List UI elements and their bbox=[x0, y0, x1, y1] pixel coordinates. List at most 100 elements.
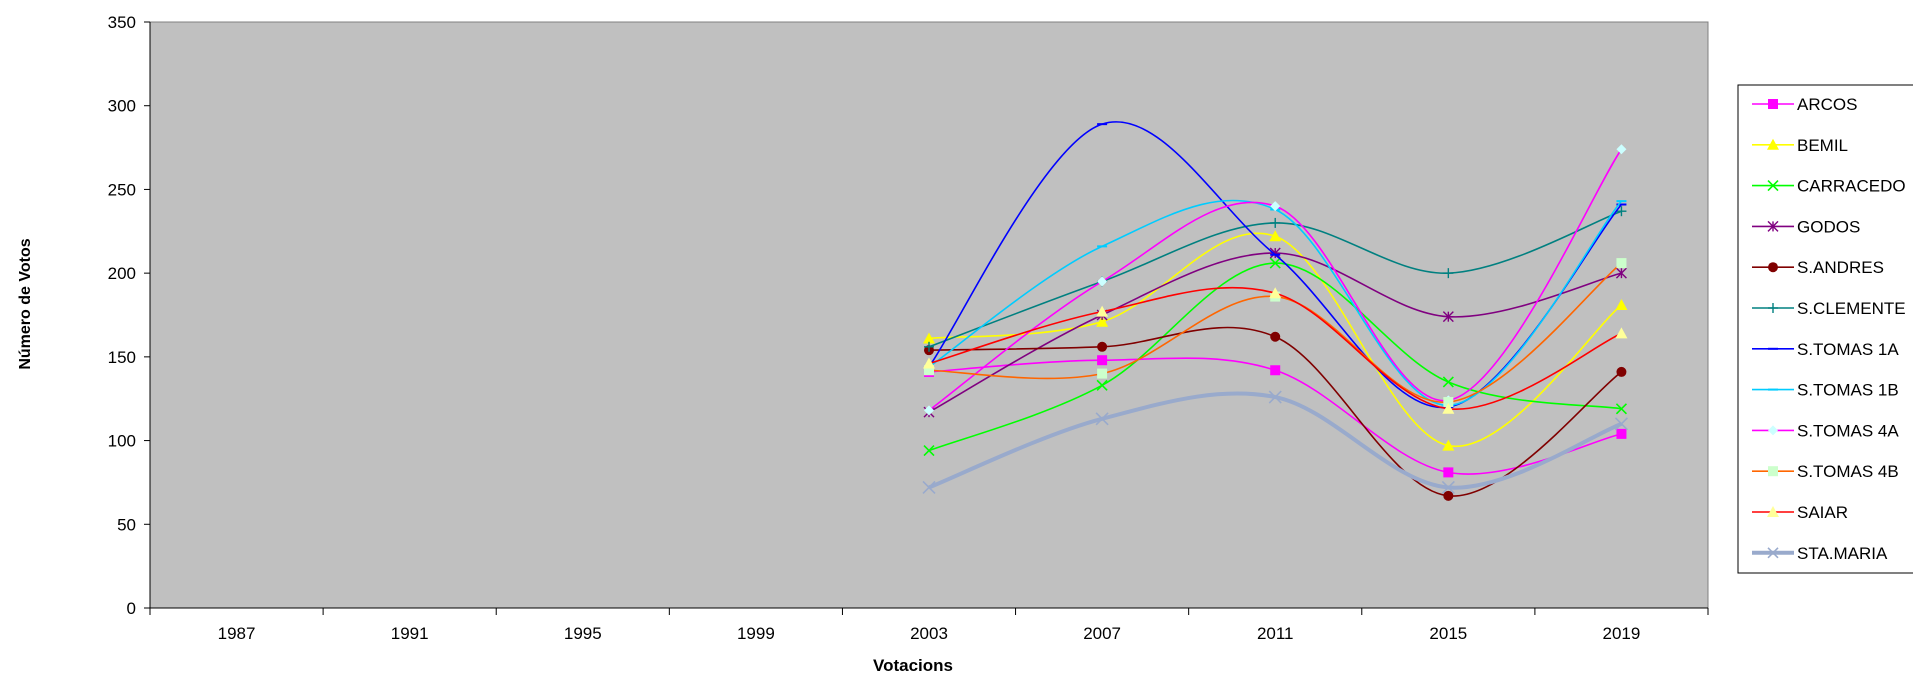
legend-label: STA.MARIA bbox=[1797, 544, 1888, 563]
series-saiar bbox=[923, 286, 1628, 414]
series-marker bbox=[1096, 315, 1109, 327]
series-line bbox=[928, 232, 1622, 447]
series-marker bbox=[1097, 355, 1108, 366]
series-marker bbox=[924, 365, 934, 376]
series-marker bbox=[1616, 206, 1627, 217]
series-bemil bbox=[923, 230, 1628, 451]
legend-item: CARRACEDO bbox=[1752, 177, 1906, 196]
y-tick-label: 100 bbox=[108, 432, 136, 451]
x-axis-title: Votacions bbox=[873, 656, 953, 675]
legend-item: S.CLEMENTE bbox=[1752, 299, 1906, 318]
series-marker bbox=[1443, 268, 1454, 279]
legend-label: ARCOS bbox=[1797, 95, 1857, 114]
series-marker bbox=[1615, 327, 1628, 339]
series-marker bbox=[1768, 99, 1778, 109]
x-tick-label: 1999 bbox=[737, 624, 775, 643]
series-marker bbox=[1096, 379, 1108, 391]
series-marker bbox=[1268, 390, 1282, 404]
legend-item: S.TOMAS 1A bbox=[1752, 340, 1899, 359]
series-line bbox=[928, 199, 1623, 407]
series-marker bbox=[1270, 217, 1281, 228]
series-marker bbox=[1442, 402, 1455, 414]
x-tick-label: 2011 bbox=[1257, 624, 1294, 643]
series-marker bbox=[1269, 287, 1282, 299]
series-marker bbox=[1616, 258, 1627, 269]
series-marker bbox=[1097, 276, 1108, 287]
y-tick-label: 200 bbox=[108, 264, 136, 283]
series-marker bbox=[1269, 230, 1282, 242]
legend: ARCOS BEMIL CARRACEDO GODOS S.ANDRES S.CLEMEN… bbox=[1737, 84, 1913, 574]
series-marker bbox=[1097, 368, 1108, 379]
series-marker bbox=[1442, 376, 1454, 388]
series-marker bbox=[924, 405, 934, 416]
series-marker bbox=[1097, 341, 1108, 352]
series-marker bbox=[1615, 298, 1628, 310]
series-line bbox=[928, 148, 1623, 412]
y-tick-label: 350 bbox=[108, 13, 136, 32]
series-marker bbox=[1768, 466, 1778, 477]
series-marker bbox=[1096, 305, 1109, 317]
legend-label: S.TOMAS 4B bbox=[1797, 462, 1899, 481]
y-tick-label: 300 bbox=[108, 97, 136, 116]
legend-label: S.TOMAS 4A bbox=[1797, 421, 1899, 440]
legend-item: GODOS bbox=[1752, 217, 1860, 236]
legend-label: S.TOMAS 1B bbox=[1797, 381, 1899, 400]
legend-item: S.TOMAS 1B bbox=[1752, 381, 1899, 400]
series-line bbox=[928, 326, 1622, 497]
series-marker bbox=[924, 341, 934, 352]
x-tick-label: 2003 bbox=[910, 624, 948, 643]
x-tick-label: 1995 bbox=[564, 624, 602, 643]
legend-label: S.CLEMENTE bbox=[1797, 299, 1906, 318]
series-marker bbox=[923, 357, 935, 369]
series-marker bbox=[1616, 428, 1627, 439]
series-marker bbox=[1767, 180, 1779, 192]
legend-label: BEMIL bbox=[1797, 136, 1848, 155]
series-marker bbox=[1615, 403, 1628, 415]
legend-label: S.TOMAS 1A bbox=[1797, 340, 1899, 359]
series-marker bbox=[1614, 417, 1629, 431]
y-tick-label: 0 bbox=[127, 599, 136, 618]
series-marker bbox=[1269, 257, 1281, 269]
series-marker bbox=[923, 445, 935, 457]
series-marker bbox=[1443, 467, 1454, 478]
series-marker bbox=[922, 480, 936, 495]
series-group bbox=[922, 121, 1629, 501]
series-marker bbox=[1767, 506, 1779, 517]
series-line bbox=[928, 286, 1622, 410]
x-tick-label: 1991 bbox=[391, 624, 429, 643]
legend-label: SAIAR bbox=[1797, 503, 1848, 522]
series-marker bbox=[1442, 311, 1454, 323]
series-marker bbox=[1768, 303, 1778, 313]
series-s-andres bbox=[924, 326, 1627, 501]
series-marker bbox=[923, 332, 935, 344]
series-marker bbox=[1270, 365, 1281, 376]
legend-label: GODOS bbox=[1797, 217, 1860, 236]
legend-item: S.TOMAS 4A bbox=[1752, 421, 1899, 440]
x-tick-label: 2007 bbox=[1083, 624, 1121, 643]
legend-label: CARRACEDO bbox=[1797, 177, 1906, 196]
y-tick-label: 250 bbox=[108, 180, 136, 199]
y-tick-label: 150 bbox=[108, 348, 136, 367]
legend-item: S.ANDRES bbox=[1752, 258, 1884, 277]
series-sta-maria bbox=[922, 390, 1629, 495]
x-tick-label: 2015 bbox=[1429, 624, 1467, 643]
series-marker bbox=[1616, 366, 1627, 377]
legend-box bbox=[1737, 84, 1913, 574]
series-marker bbox=[1768, 425, 1778, 436]
y-tick-label: 50 bbox=[117, 515, 136, 534]
series-marker bbox=[1269, 247, 1281, 259]
series-marker bbox=[1616, 144, 1627, 155]
series-carracedo bbox=[923, 257, 1628, 457]
series-marker bbox=[1270, 201, 1281, 212]
y-axis-title: Número de Votos bbox=[17, 238, 34, 369]
legend-item: SAIAR bbox=[1752, 503, 1848, 522]
series-marker bbox=[1615, 267, 1627, 279]
series-marker bbox=[1767, 220, 1779, 232]
x-tick-label: 2019 bbox=[1603, 624, 1641, 643]
series-marker bbox=[1768, 262, 1778, 273]
legend-label: S.ANDRES bbox=[1797, 258, 1884, 277]
series-marker bbox=[1442, 439, 1455, 451]
legend-item: S.TOMAS 4B bbox=[1752, 462, 1899, 481]
legend-item: BEMIL bbox=[1752, 136, 1848, 155]
